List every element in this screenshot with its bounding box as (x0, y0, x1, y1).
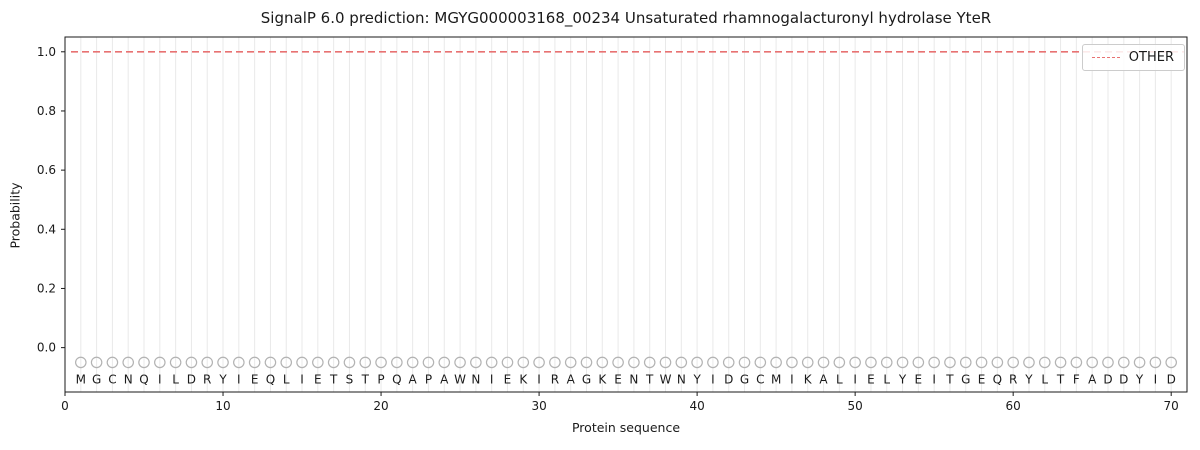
svg-text:0.6: 0.6 (37, 163, 56, 177)
svg-text:C: C (108, 372, 116, 386)
svg-text:I: I (537, 372, 541, 386)
svg-text:Q: Q (139, 372, 148, 386)
svg-text:R: R (551, 372, 559, 386)
svg-text:W: W (454, 372, 466, 386)
svg-text:I: I (790, 372, 794, 386)
svg-text:Q: Q (993, 372, 1002, 386)
svg-text:K: K (519, 372, 528, 386)
svg-text:E: E (614, 372, 622, 386)
svg-text:G: G (961, 372, 970, 386)
svg-text:T: T (329, 372, 338, 386)
svg-text:0: 0 (61, 399, 69, 413)
svg-text:A: A (1088, 372, 1097, 386)
svg-text:M: M (76, 372, 86, 386)
svg-text:L: L (836, 372, 843, 386)
residue-markers (75, 356, 1177, 369)
svg-text:F: F (1073, 372, 1080, 386)
svg-text:T: T (945, 372, 954, 386)
svg-text:A: A (567, 372, 576, 386)
svg-text:D: D (1119, 372, 1128, 386)
svg-text:M: M (771, 372, 781, 386)
svg-text:0.4: 0.4 (37, 222, 56, 236)
svg-text:K: K (598, 372, 607, 386)
svg-text:E: E (915, 372, 923, 386)
svg-text:60: 60 (1006, 399, 1021, 413)
svg-text:L: L (172, 372, 179, 386)
svg-text:T: T (645, 372, 654, 386)
svg-text:I: I (853, 372, 857, 386)
svg-text:E: E (314, 372, 322, 386)
svg-text:C: C (756, 372, 764, 386)
svg-text:N: N (629, 372, 638, 386)
svg-text:Y: Y (1024, 372, 1033, 386)
svg-text:A: A (409, 372, 418, 386)
x-tick-labels: 0 10 20 30 40 50 60 70 (61, 392, 1179, 413)
svg-text:Y: Y (898, 372, 907, 386)
legend-dashed-line-icon (1091, 57, 1120, 58)
chart-title: SignalP 6.0 prediction: MGYG000003168_00… (260, 9, 992, 27)
svg-text:N: N (124, 372, 133, 386)
svg-text:T: T (1056, 372, 1065, 386)
svg-text:L: L (883, 372, 890, 386)
svg-text:Y: Y (692, 372, 701, 386)
svg-text:I: I (490, 372, 494, 386)
svg-text:I: I (932, 372, 936, 386)
svg-text:40: 40 (689, 399, 704, 413)
legend: OTHER (1081, 44, 1185, 71)
y-tick-labels: 0.0 0.2 0.4 0.6 0.8 1.0 (37, 45, 65, 355)
svg-text:50: 50 (848, 399, 863, 413)
x-axis-label: Protein sequence (571, 420, 681, 435)
svg-text:0.0: 0.0 (37, 341, 56, 355)
gridlines (80, 37, 1172, 392)
svg-text:G: G (740, 372, 749, 386)
svg-text:I: I (300, 372, 304, 386)
svg-text:G: G (582, 372, 591, 386)
svg-text:0.8: 0.8 (37, 104, 56, 118)
svg-text:R: R (203, 372, 211, 386)
svg-text:E: E (504, 372, 512, 386)
svg-text:I: I (711, 372, 715, 386)
svg-text:20: 20 (373, 399, 388, 413)
svg-text:30: 30 (531, 399, 546, 413)
svg-text:D: D (1167, 372, 1176, 386)
svg-text:Y: Y (218, 372, 227, 386)
svg-text:P: P (425, 372, 432, 386)
axis-frame (64, 36, 1188, 393)
svg-text:I: I (158, 372, 162, 386)
svg-text:W: W (660, 372, 672, 386)
svg-text:D: D (187, 372, 196, 386)
svg-text:N: N (471, 372, 480, 386)
svg-text:G: G (92, 372, 101, 386)
svg-text:K: K (804, 372, 813, 386)
svg-text:L: L (1041, 372, 1048, 386)
svg-text:70: 70 (1164, 399, 1179, 413)
svg-text:E: E (978, 372, 986, 386)
svg-text:10: 10 (215, 399, 230, 413)
svg-text:S: S (346, 372, 354, 386)
svg-text:A: A (440, 372, 449, 386)
svg-text:I: I (237, 372, 241, 386)
svg-text:I: I (1154, 372, 1158, 386)
svg-text:D: D (724, 372, 733, 386)
svg-text:Q: Q (266, 372, 275, 386)
svg-text:R: R (1009, 372, 1017, 386)
svg-text:Y: Y (1135, 372, 1144, 386)
svg-text:0.2: 0.2 (37, 281, 56, 295)
svg-text:E: E (867, 372, 875, 386)
svg-text:Q: Q (392, 372, 401, 386)
svg-text:E: E (251, 372, 259, 386)
svg-text:L: L (283, 372, 290, 386)
svg-text:A: A (819, 372, 828, 386)
svg-text:D: D (1103, 372, 1112, 386)
legend-label: OTHER (1128, 50, 1174, 65)
svg-text:1.0: 1.0 (37, 45, 56, 59)
svg-text:N: N (677, 372, 686, 386)
svg-text:P: P (377, 372, 384, 386)
svg-text:T: T (361, 372, 370, 386)
